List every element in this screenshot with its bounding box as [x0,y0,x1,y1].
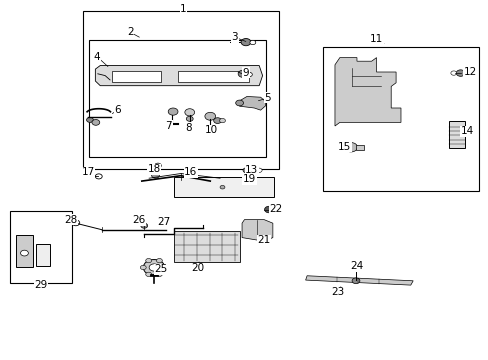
Polygon shape [334,58,400,126]
Text: 20: 20 [191,263,204,273]
Text: 12: 12 [463,67,476,77]
Bar [89,40,265,157]
Text: 1: 1 [180,4,186,14]
Circle shape [151,172,159,178]
Text: 11: 11 [369,34,383,44]
Circle shape [204,112,215,120]
Bar [355,145,364,150]
Text: 28: 28 [64,215,78,225]
Polygon shape [305,276,412,285]
Circle shape [351,278,359,284]
Circle shape [20,250,28,256]
Bar [173,177,273,197]
Text: 2: 2 [127,27,134,37]
Circle shape [143,260,164,275]
Circle shape [450,71,456,75]
Circle shape [243,168,249,173]
Circle shape [145,258,151,263]
Circle shape [149,264,159,271]
Text: 17: 17 [81,167,95,177]
Circle shape [184,109,194,116]
Circle shape [455,70,464,76]
Text: 25: 25 [154,264,168,274]
Text: 16: 16 [183,167,197,177]
Circle shape [95,174,102,179]
Text: 8: 8 [184,123,191,133]
Text: 15: 15 [337,142,351,152]
Bar [10,211,72,283]
Circle shape [162,265,167,270]
Text: 14: 14 [459,126,473,136]
Text: 24: 24 [349,261,363,271]
Circle shape [219,118,225,123]
Circle shape [235,100,243,106]
Circle shape [154,163,161,168]
Circle shape [168,108,178,115]
Text: 26: 26 [131,215,145,225]
Text: 19: 19 [242,174,256,184]
Bar [36,244,50,266]
Circle shape [213,118,221,123]
Circle shape [249,40,255,45]
Circle shape [72,220,80,226]
Text: 10: 10 [204,125,217,135]
Circle shape [246,72,252,77]
Text: 22: 22 [269,204,283,214]
Circle shape [86,117,93,122]
Text: 7: 7 [165,121,172,131]
Bar [112,71,161,82]
Circle shape [156,258,162,263]
Text: 13: 13 [244,165,258,175]
Polygon shape [242,220,272,241]
Circle shape [264,206,273,213]
Circle shape [145,272,151,276]
Circle shape [238,70,247,77]
Text: 5: 5 [264,93,271,103]
Circle shape [344,143,357,152]
Polygon shape [95,66,262,86]
Polygon shape [173,231,239,262]
Text: 4: 4 [93,51,100,62]
Bar [83,11,278,169]
Text: 27: 27 [157,217,170,228]
Text: 29: 29 [34,280,48,290]
Bar [322,47,478,191]
Text: 9: 9 [242,68,249,78]
Circle shape [186,116,193,121]
Polygon shape [239,96,265,110]
Text: 18: 18 [147,164,161,174]
Circle shape [141,223,147,228]
Text: 6: 6 [114,105,121,115]
Text: 3: 3 [231,32,238,42]
Bar [178,71,249,82]
Text: 21: 21 [257,235,270,246]
Circle shape [140,265,146,270]
Text: 23: 23 [330,287,344,297]
Circle shape [156,272,162,276]
Bar [448,121,464,148]
Circle shape [92,120,100,125]
Circle shape [241,39,250,46]
Bar [16,235,33,267]
Circle shape [220,185,224,189]
Circle shape [256,168,262,172]
